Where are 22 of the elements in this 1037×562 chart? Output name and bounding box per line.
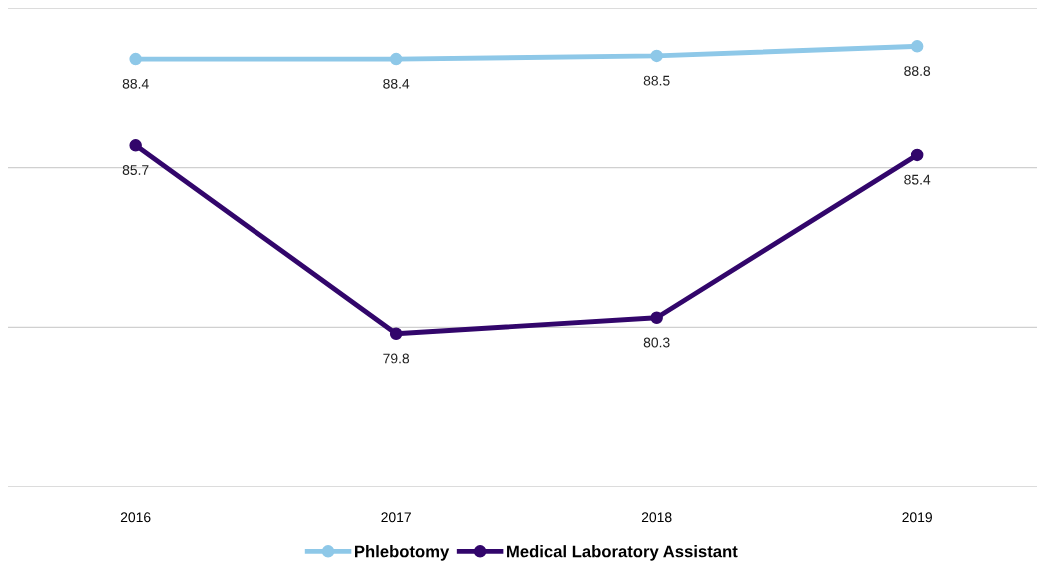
x-tick-label: 2016	[120, 512, 151, 523]
data-label: 85.4	[904, 174, 931, 185]
point	[389, 327, 403, 340]
x-tick-label: 2018	[641, 512, 672, 523]
legend-label: Phlebotomy	[355, 545, 450, 561]
point	[389, 52, 403, 66]
legend-label: Medical Laboratory Assistant	[507, 545, 738, 561]
point	[910, 40, 924, 53]
data-label: 85.7	[122, 165, 149, 175]
data-label: 88.4	[383, 78, 410, 89]
point	[650, 49, 663, 63]
data-label: 80.3	[643, 337, 670, 348]
data-label: 88.8	[904, 66, 931, 76]
data-label: 79.8	[383, 353, 410, 364]
x-tick-label: 2019	[902, 512, 932, 523]
point	[129, 52, 142, 66]
data-label: 88.4	[122, 78, 149, 89]
point	[129, 139, 142, 152]
data-label: 88.5	[643, 75, 670, 86]
x-tick-label: 2017	[381, 512, 411, 523]
point	[650, 311, 663, 325]
point	[910, 148, 924, 162]
